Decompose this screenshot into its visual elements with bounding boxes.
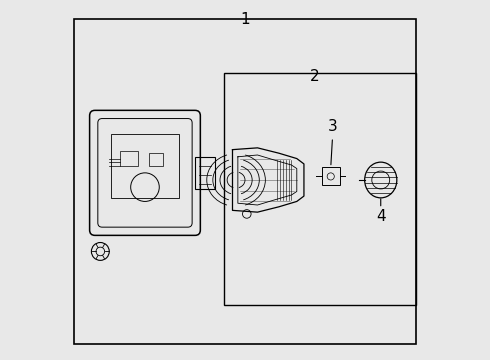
Text: 3: 3: [328, 118, 338, 134]
Text: 4: 4: [376, 208, 386, 224]
Bar: [111, 134, 179, 198]
Text: 2: 2: [310, 68, 319, 84]
Bar: [322, 167, 340, 185]
Bar: [195, 157, 215, 189]
Bar: [120, 152, 138, 166]
Text: 1: 1: [240, 12, 250, 27]
Bar: [148, 153, 163, 166]
Bar: [223, 73, 416, 305]
